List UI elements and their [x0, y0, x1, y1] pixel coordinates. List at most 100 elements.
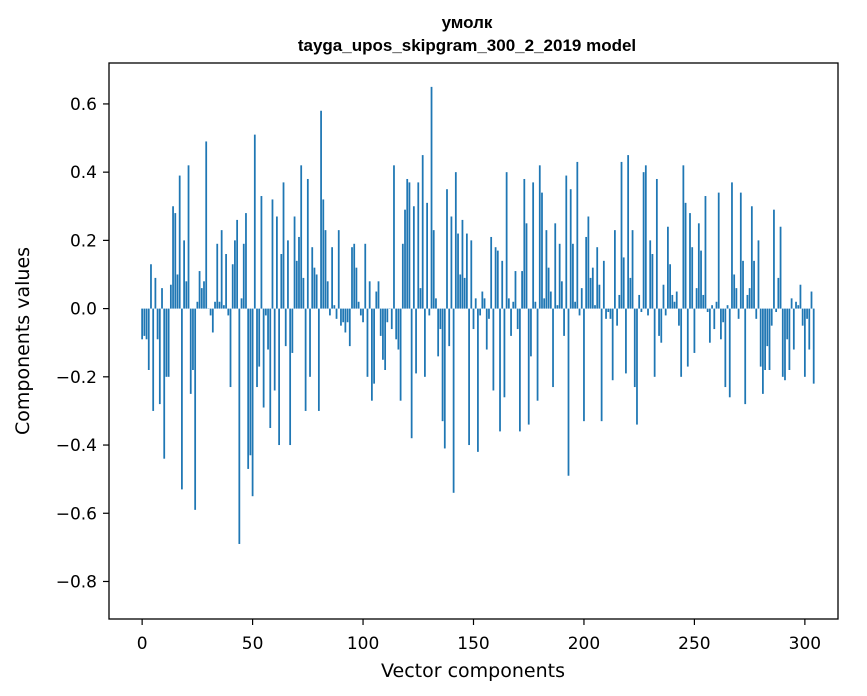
bar — [510, 308, 512, 336]
bar — [185, 281, 188, 309]
bar — [446, 189, 448, 309]
bar — [187, 165, 190, 309]
bar — [722, 308, 725, 323]
bar — [357, 301, 360, 309]
bar — [534, 301, 537, 309]
bar — [640, 308, 643, 313]
bar — [554, 223, 557, 309]
bar — [483, 298, 486, 309]
bar — [664, 308, 667, 316]
bar — [154, 277, 157, 309]
bar — [795, 301, 797, 309]
bar — [708, 308, 711, 343]
bar — [784, 308, 786, 381]
bar — [611, 308, 614, 381]
bar — [731, 182, 733, 309]
bar — [479, 308, 482, 316]
bar — [443, 308, 446, 449]
bar — [602, 260, 605, 309]
bar — [781, 308, 784, 377]
bar — [311, 247, 314, 309]
bar — [320, 110, 322, 309]
bar — [726, 305, 729, 309]
y-tick-label: −0.4 — [56, 436, 97, 456]
bar — [737, 308, 740, 319]
bar — [600, 308, 603, 422]
bar — [181, 308, 183, 490]
bar — [748, 288, 751, 309]
bar — [461, 219, 464, 309]
bar — [485, 308, 488, 350]
chart-title: умолк — [442, 13, 493, 32]
bar — [660, 308, 663, 343]
bar — [169, 284, 172, 309]
bar — [211, 308, 214, 333]
bar — [655, 178, 658, 309]
bar — [176, 274, 179, 309]
bar — [284, 308, 287, 347]
bar — [251, 308, 254, 497]
bar — [141, 308, 144, 340]
bar — [556, 305, 559, 309]
bar — [565, 175, 568, 309]
bar — [247, 308, 250, 469]
bar — [218, 301, 221, 309]
bar — [538, 165, 541, 309]
bar — [711, 305, 713, 309]
bar — [627, 155, 630, 309]
bar — [549, 291, 552, 309]
bar — [249, 308, 252, 456]
bar — [750, 206, 753, 309]
bar — [496, 250, 499, 309]
bar — [424, 308, 426, 377]
bars-group — [141, 86, 815, 544]
bar — [596, 247, 599, 309]
y-tick-label: 0.0 — [70, 300, 97, 320]
bar — [507, 298, 510, 309]
x-axis-label: Vector components — [381, 660, 565, 682]
bar — [267, 308, 269, 350]
bar — [256, 308, 258, 388]
bar — [609, 308, 612, 319]
bar — [289, 308, 292, 446]
bar — [373, 308, 375, 384]
bar — [165, 308, 168, 377]
x-tick-label: 0 — [137, 634, 148, 654]
bar — [691, 247, 694, 309]
bar — [530, 308, 532, 357]
bar — [680, 308, 683, 377]
bar — [298, 236, 300, 309]
y-tick-label: 0.2 — [70, 231, 97, 251]
bar — [764, 308, 766, 370]
bar — [236, 219, 239, 309]
bar — [775, 308, 778, 313]
y-axis-ticks: −0.8 −0.6 −0.4 −0.2 0.0 0.2 0.4 0.6 — [56, 95, 109, 592]
bar — [808, 308, 811, 350]
bar — [253, 134, 256, 309]
bar — [631, 230, 634, 309]
bar — [346, 308, 349, 323]
bar — [355, 267, 358, 309]
bar — [578, 308, 581, 316]
bar — [536, 308, 539, 401]
bar — [167, 308, 170, 377]
bar — [178, 175, 181, 309]
bar — [547, 267, 550, 309]
bar — [390, 308, 393, 330]
bar — [203, 281, 205, 309]
bar — [576, 161, 579, 309]
bar — [428, 308, 431, 316]
bar — [452, 308, 455, 493]
bar — [276, 216, 278, 309]
y-tick-label: 0.6 — [70, 95, 97, 115]
bar — [196, 301, 199, 309]
bar — [768, 308, 771, 370]
bar — [269, 308, 272, 428]
bar — [324, 230, 327, 309]
bar — [799, 284, 802, 309]
bar — [293, 216, 296, 309]
bar — [762, 308, 764, 394]
bar — [205, 141, 208, 309]
bar — [337, 230, 340, 309]
bar — [766, 308, 769, 347]
